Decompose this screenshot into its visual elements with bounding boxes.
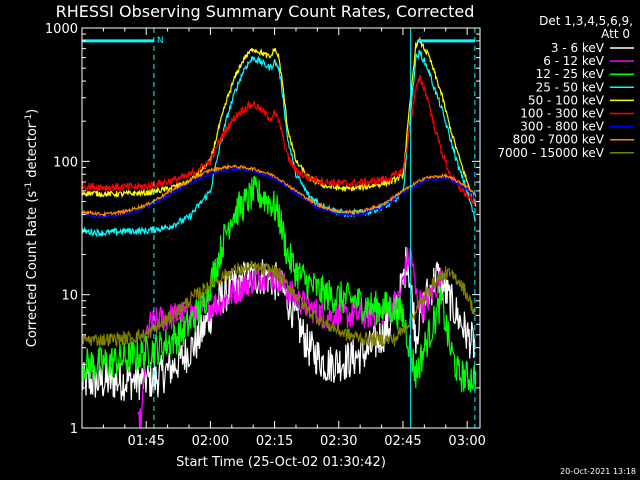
x-axis-label: Start Time (25-Oct-02 01:30:42) <box>176 455 386 470</box>
y-axis-label-sup1: -1 <box>24 182 34 191</box>
y-axis-label-end: ) <box>25 109 40 114</box>
y-axis-label-mid: detector <box>25 122 40 182</box>
y-tick-label: 10 <box>61 289 78 304</box>
chart-title: RHESSI Observing Summary Count Rates, Co… <box>56 2 475 21</box>
legend-att: Att 0 <box>601 27 630 41</box>
series-line-12-25-kev <box>81 175 477 393</box>
plot-frame <box>81 27 481 429</box>
legend-label-100-300-kev: 100 - 300 keV <box>520 107 604 121</box>
y-axis-label-sup2: -1 <box>24 114 34 123</box>
series-line-50-100-kev <box>81 36 477 207</box>
axis-ticks: 01:45 02:00 02:15 02:30 02:45 03:00 1 10 100 1000 <box>45 22 486 449</box>
y-axis-label: Corrected Count Rate (s-1 detector-1) <box>24 109 40 347</box>
legend-label-3-6-kev: 3 - 6 keV <box>551 41 605 55</box>
x-tick-label: 02:00 <box>192 434 229 449</box>
x-tick-label: 03:00 <box>448 434 485 449</box>
y-tick-label: 1000 <box>45 22 78 37</box>
legend-label-50-100-kev: 50 - 100 keV <box>528 93 605 107</box>
series-line-100-300-kev <box>81 74 477 206</box>
series-line-25-50-kev <box>81 50 477 238</box>
legend-label-12-25-kev: 12 - 25 keV <box>536 67 605 81</box>
legend-label-6-12-kev: 6 - 12 keV <box>543 54 605 68</box>
y-tick-label: 100 <box>53 155 78 170</box>
series-line-7000-15000-kev <box>81 260 477 348</box>
x-tick-label: 02:30 <box>320 434 357 449</box>
night-marker: N <box>157 36 164 46</box>
y-tick-label: 1 <box>70 422 78 437</box>
legend-label-800-7000-kev: 800 - 7000 keV <box>513 133 605 147</box>
x-tick-label: 02:15 <box>256 434 293 449</box>
legend-header: Det 1,3,4,5,6,9, <box>539 14 633 28</box>
plot-series <box>81 36 477 429</box>
series-line-800-7000-kev <box>81 163 477 218</box>
footer-timestamp: 20-Oct-2021 13:18 <box>560 467 636 476</box>
x-tick-label: 01:45 <box>127 434 164 449</box>
x-tick-label: 02:45 <box>384 434 421 449</box>
legend-label-300-800-kev: 300 - 800 keV <box>520 120 604 134</box>
y-axis-label-main: Corrected Count Rate (s <box>25 191 40 348</box>
legend-label-7000-15000-kev: 7000 - 15000 keV <box>497 146 604 160</box>
legend-label-25-50-kev: 25 - 50 keV <box>536 80 605 94</box>
